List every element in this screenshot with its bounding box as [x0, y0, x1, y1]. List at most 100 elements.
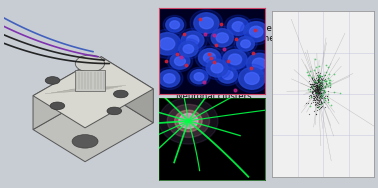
Point: [327, 82, 333, 85]
Point: [317, 86, 323, 89]
Point: [316, 97, 322, 100]
Point: [316, 93, 322, 96]
Point: [314, 83, 320, 86]
Point: [319, 83, 325, 86]
Point: [321, 94, 327, 97]
Ellipse shape: [113, 90, 128, 98]
Point: [318, 93, 324, 96]
Point: [315, 92, 321, 95]
Point: [313, 80, 319, 83]
Point: [314, 85, 321, 88]
Ellipse shape: [72, 135, 98, 148]
Point: [312, 89, 318, 92]
Point: [321, 79, 327, 82]
Point: [327, 81, 333, 84]
Point: [322, 80, 328, 83]
Point: [315, 74, 321, 77]
Point: [232, 88, 238, 91]
Point: [317, 83, 323, 86]
Point: [314, 84, 321, 87]
Circle shape: [218, 67, 237, 83]
Point: [312, 99, 318, 102]
Point: [310, 87, 316, 90]
Point: [315, 88, 321, 91]
Point: [316, 76, 322, 79]
Point: [316, 85, 322, 88]
Point: [317, 79, 323, 82]
Point: [314, 86, 320, 89]
Point: [309, 90, 315, 93]
Point: [319, 78, 325, 81]
Point: [313, 96, 319, 99]
Point: [317, 86, 323, 89]
Point: [319, 97, 325, 100]
Point: [314, 81, 320, 84]
Point: [308, 94, 314, 97]
Point: [316, 99, 322, 102]
Point: [310, 88, 316, 91]
Point: [250, 51, 256, 54]
Point: [324, 64, 330, 67]
Point: [325, 85, 331, 88]
Point: [318, 96, 324, 99]
Point: [322, 79, 328, 82]
Point: [320, 87, 326, 90]
Point: [315, 78, 321, 81]
Point: [163, 60, 169, 63]
Polygon shape: [101, 57, 153, 123]
Point: [315, 105, 321, 108]
Point: [317, 80, 323, 83]
Point: [315, 89, 321, 92]
Point: [311, 84, 317, 87]
Point: [248, 67, 254, 70]
Point: [313, 91, 319, 94]
Circle shape: [222, 70, 233, 80]
Point: [310, 92, 316, 95]
Point: [309, 85, 315, 88]
Circle shape: [164, 74, 175, 83]
Point: [317, 102, 323, 105]
Point: [314, 86, 321, 89]
Point: [311, 103, 318, 106]
Point: [313, 113, 319, 116]
Point: [313, 91, 319, 94]
Circle shape: [194, 13, 219, 33]
Point: [317, 72, 323, 75]
Point: [310, 90, 316, 93]
Point: [322, 105, 328, 108]
Circle shape: [194, 73, 204, 81]
Point: [321, 83, 327, 86]
Point: [315, 81, 321, 84]
Point: [316, 82, 322, 85]
Point: [317, 96, 323, 99]
Point: [322, 85, 328, 88]
Point: [313, 93, 319, 96]
Circle shape: [228, 54, 242, 65]
Point: [310, 85, 316, 88]
Point: [316, 93, 322, 96]
Point: [307, 83, 313, 86]
Point: [211, 61, 217, 64]
Point: [314, 91, 320, 94]
Point: [316, 84, 322, 87]
Point: [309, 91, 315, 94]
Point: [325, 79, 332, 82]
Point: [319, 75, 325, 78]
Point: [325, 89, 331, 92]
Point: [314, 85, 321, 88]
Point: [315, 70, 321, 73]
Point: [324, 100, 330, 103]
Point: [318, 100, 324, 103]
Point: [314, 84, 321, 87]
Point: [314, 91, 320, 94]
Point: [319, 86, 325, 89]
Point: [314, 87, 320, 90]
Point: [318, 88, 324, 91]
Circle shape: [203, 53, 216, 63]
Point: [316, 88, 322, 91]
Point: [318, 75, 324, 78]
Point: [319, 92, 325, 95]
Point: [314, 83, 321, 86]
Point: [318, 89, 324, 92]
Point: [316, 78, 322, 81]
